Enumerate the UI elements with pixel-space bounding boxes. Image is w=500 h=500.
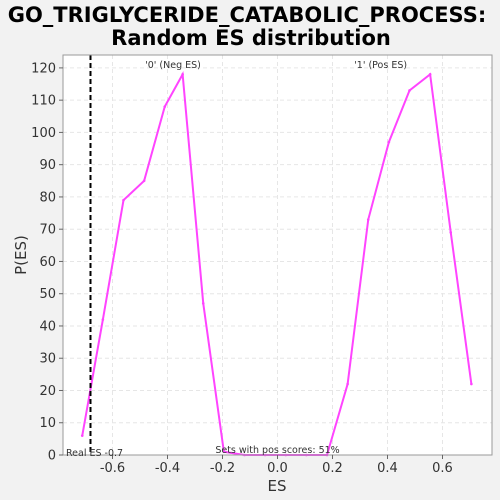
data-point bbox=[428, 73, 432, 76]
x-axis-label: ES bbox=[268, 477, 287, 495]
y-tick-label: 70 bbox=[39, 223, 56, 238]
x-tick-label: 0.6 bbox=[432, 461, 453, 476]
data-point bbox=[470, 382, 473, 386]
data-point bbox=[101, 318, 105, 321]
y-tick-label: 80 bbox=[39, 190, 56, 205]
y-tick-label: 110 bbox=[31, 94, 56, 109]
data-point bbox=[122, 198, 125, 202]
y-tick-label: 50 bbox=[39, 287, 56, 302]
data-point bbox=[346, 382, 349, 386]
data-point bbox=[449, 231, 453, 234]
grid bbox=[63, 55, 492, 456]
pos-scores-label: Sets with pos scores: 51% bbox=[215, 445, 339, 456]
data-point bbox=[142, 179, 146, 183]
y-axis-label: P(ES) bbox=[12, 235, 30, 275]
real-es-label: Real ES -0.7 bbox=[66, 448, 123, 459]
y-tick-label: 20 bbox=[39, 384, 56, 399]
data-point bbox=[163, 105, 167, 108]
x-tick-label: -0.2 bbox=[210, 461, 235, 476]
y-tick-label: 100 bbox=[31, 126, 56, 141]
y-tick-label: 10 bbox=[39, 416, 56, 431]
x-tick-label: -0.6 bbox=[100, 461, 125, 476]
axes: 0 10 20 30 40 50 60 70 80 90 100 110 120 -0.6 -0.4 -0.2… bbox=[31, 61, 453, 476]
neg-es-label: '0' (Neg ES) bbox=[145, 60, 201, 71]
y-tick-label: 120 bbox=[31, 61, 56, 76]
data-point bbox=[80, 434, 84, 437]
data-point bbox=[366, 218, 370, 221]
chart-title-line2: Random ES distribution bbox=[111, 26, 391, 50]
data-point bbox=[222, 450, 226, 454]
y-tick-label: 40 bbox=[39, 319, 56, 334]
data-point bbox=[408, 89, 411, 92]
chart-title-line1: GO_TRIGLYCERIDE_CATABOLIC_PROCESS: bbox=[8, 3, 487, 27]
x-tick-label: 0.2 bbox=[322, 461, 343, 476]
y-tick-label: 0 bbox=[48, 449, 56, 464]
data-point bbox=[201, 302, 205, 305]
y-tick-label: 90 bbox=[39, 158, 56, 173]
data-point bbox=[387, 140, 391, 144]
y-tick-label: 30 bbox=[39, 352, 56, 367]
x-tick-label: 0.4 bbox=[377, 461, 398, 476]
x-tick-label: 0.0 bbox=[267, 461, 288, 476]
x-tick-label: -0.4 bbox=[155, 461, 180, 476]
y-tick-label: 60 bbox=[39, 255, 56, 270]
data-point bbox=[181, 73, 184, 76]
pos-es-label: '1' (Pos ES) bbox=[354, 60, 407, 71]
